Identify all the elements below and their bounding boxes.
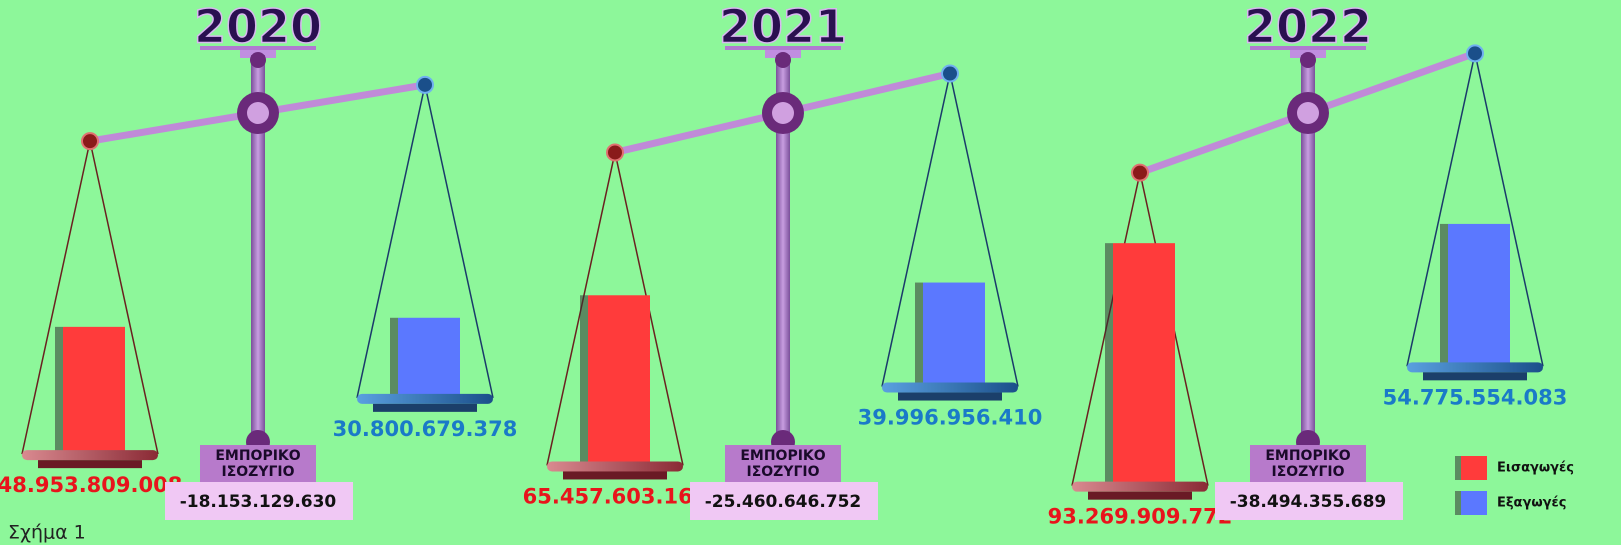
left-end	[81, 132, 99, 151]
pan-base	[38, 460, 142, 469]
bar-side	[580, 295, 588, 466]
balance-value: -25.460.646.752	[705, 492, 862, 512]
value-label: 65.457.603.162	[523, 484, 708, 508]
bar-side	[915, 282, 923, 387]
balance-label: ΙΣΟΖΥΓΙΟ	[747, 464, 820, 480]
balance-value-box	[690, 482, 878, 520]
balance-label: ΕΜΠΟΡΙΚΟ	[740, 448, 825, 464]
string	[949, 73, 1019, 387]
title-underline	[1250, 46, 1366, 50]
bar	[923, 282, 985, 387]
bar	[1113, 243, 1175, 486]
balance-label: ΕΜΠΟΡΙΚΟ	[1265, 448, 1350, 464]
string	[424, 84, 494, 399]
bar-side	[1105, 243, 1113, 486]
year-title: 2020	[194, 0, 322, 54]
pan	[1407, 362, 1543, 373]
right-end	[941, 64, 959, 83]
legend-label: Εξαγωγές	[1497, 496, 1566, 511]
balance-label-box	[725, 445, 841, 483]
pan-base	[1423, 372, 1527, 381]
caption: Σχήμα 1	[8, 522, 86, 544]
left-end	[606, 143, 624, 162]
legend-swatch-side	[1455, 491, 1461, 515]
pan-base	[563, 471, 667, 480]
bar	[63, 326, 125, 455]
legend-swatch	[1461, 491, 1487, 515]
string	[1406, 53, 1476, 367]
pivot-inner	[247, 102, 269, 124]
bar-side	[55, 326, 63, 455]
pan	[882, 382, 1018, 393]
legend-swatch-side	[1455, 456, 1461, 480]
balance-label-box	[200, 445, 316, 483]
bar-side	[1440, 223, 1448, 367]
pan	[357, 393, 493, 404]
value-label: 48.953.809.008	[0, 473, 182, 497]
pivot-inner	[772, 102, 794, 124]
left-end	[1131, 163, 1149, 182]
legend-swatch	[1461, 456, 1487, 480]
right-end	[1466, 44, 1484, 63]
year-title: 2021	[719, 0, 847, 54]
string	[21, 140, 91, 455]
string	[89, 140, 159, 455]
balance-label: ΕΜΠΟΡΙΚΟ	[215, 448, 300, 464]
pole	[251, 55, 265, 447]
balance-value: -38.494.355.689	[1230, 492, 1387, 512]
pole-top	[1300, 52, 1316, 68]
pan-base	[1088, 491, 1192, 500]
pole-top	[775, 52, 791, 68]
string	[881, 73, 951, 387]
balance-label-box	[1250, 445, 1366, 483]
bar	[588, 295, 650, 466]
year-title: 2022	[1244, 0, 1372, 54]
bar	[1448, 223, 1510, 367]
pan	[1072, 481, 1208, 492]
pan-base	[373, 403, 477, 412]
balance-value-box	[1215, 482, 1403, 520]
pivot-inner	[1297, 102, 1319, 124]
balance-label: ΙΣΟΖΥΓΙΟ	[222, 464, 295, 480]
bar	[398, 317, 460, 398]
pan-base	[898, 392, 1002, 401]
legend-label: Εισαγωγές	[1497, 461, 1574, 476]
pole-top	[250, 52, 266, 68]
value-label: 93.269.909.772	[1048, 505, 1233, 529]
value-label: 30.800.679.378	[333, 417, 518, 441]
title-underline	[725, 46, 841, 50]
value-label: 39.996.956.410	[858, 406, 1043, 430]
right-end	[416, 75, 434, 94]
bar-side	[390, 317, 398, 398]
value-label: 54.775.554.083	[1383, 385, 1568, 409]
balance-value: -18.153.129.630	[180, 492, 337, 512]
string	[1474, 53, 1544, 367]
balance-value-box	[165, 482, 353, 520]
pan	[22, 450, 158, 461]
pole	[1301, 55, 1315, 447]
pan	[547, 461, 683, 472]
string	[356, 84, 426, 399]
title-underline	[200, 46, 316, 50]
balance-label: ΙΣΟΖΥΓΙΟ	[1272, 464, 1345, 480]
pole	[776, 55, 790, 447]
